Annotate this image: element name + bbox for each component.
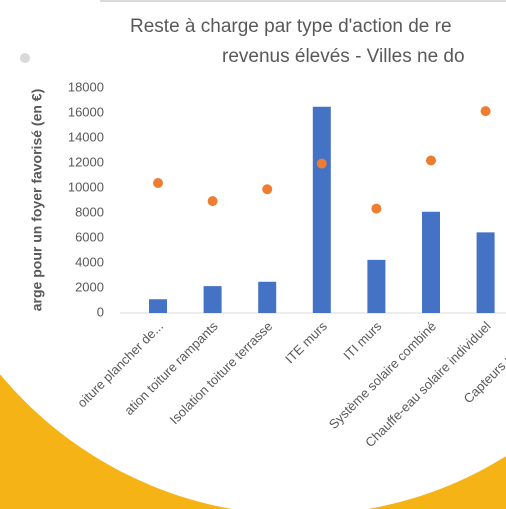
- chart-title: Reste à charge par type d'action de re: [130, 16, 452, 37]
- chart: Reste à charge par type d'action de re r…: [0, 0, 506, 509]
- point: [208, 196, 218, 206]
- point: [426, 156, 436, 166]
- point: [262, 184, 272, 194]
- bar: [149, 299, 167, 313]
- bar: [477, 232, 495, 313]
- y-tick-label: 0: [97, 304, 104, 319]
- point: [153, 178, 163, 188]
- bar: [422, 212, 440, 313]
- y-tick-label: 18000: [68, 79, 104, 94]
- bar: [258, 282, 276, 313]
- handle-dot: [20, 53, 30, 63]
- y-tick-label: 4000: [75, 254, 104, 269]
- y-tick-label: 10000: [68, 179, 104, 194]
- y-axis-label: arge pour un foyer favorisé (en €): [29, 89, 45, 312]
- bar: [367, 260, 385, 313]
- y-tick-label: 2000: [75, 279, 104, 294]
- point: [317, 159, 327, 169]
- y-tick-label: 16000: [68, 104, 104, 119]
- chart-title: revenus élevés - Villes ne do: [222, 46, 465, 67]
- y-tick-label: 14000: [68, 129, 104, 144]
- point: [481, 106, 491, 116]
- point: [371, 204, 381, 214]
- y-tick-label: 8000: [75, 204, 104, 219]
- y-tick-label: 6000: [75, 229, 104, 244]
- bar: [313, 107, 331, 313]
- y-tick-label: 12000: [68, 154, 104, 169]
- bar: [204, 286, 222, 313]
